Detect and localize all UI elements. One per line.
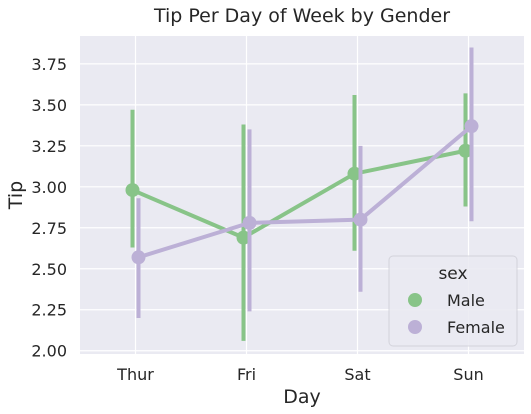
marks [125, 47, 479, 341]
series-male [125, 93, 473, 341]
data-point-female [131, 250, 146, 265]
y-tick-label: 3.75 [31, 55, 67, 74]
legend-marker-female [408, 320, 422, 334]
y-tick-label: 3.50 [31, 96, 67, 115]
legend-title: sex [438, 264, 467, 284]
data-point-male [125, 183, 140, 198]
data-point-female [353, 212, 368, 227]
data-point-female [464, 119, 479, 134]
y-tick-label: 2.25 [31, 301, 67, 320]
legend: sex Male Female [388, 255, 518, 347]
legend-label-female: Female [447, 318, 505, 337]
y-tick-label: 3.00 [31, 178, 67, 197]
grid [80, 36, 524, 354]
y-tick-label: 2.75 [31, 219, 67, 238]
data-point-male [458, 143, 473, 158]
y-tick-label: 2.50 [31, 260, 67, 279]
series-line-male [131, 148, 466, 240]
chart-title: Tip Per Day of Week by Gender [153, 5, 450, 27]
y-axis-label: Tip [5, 181, 27, 210]
y-tick-label: 2.00 [31, 342, 67, 361]
x-tick-label: Thur [116, 365, 154, 384]
x-axis-label: Day [283, 386, 321, 408]
x-axis-ticks: Thur Fri Sat Sun [116, 365, 484, 384]
series-line-female [137, 124, 473, 260]
y-tick-label: 3.25 [31, 137, 67, 156]
data-point-female [242, 215, 257, 230]
y-axis-ticks: 2.00 2.25 2.50 2.75 3.00 3.25 3.50 3.75 [31, 55, 67, 361]
x-tick-label: Fri [237, 365, 256, 384]
x-tick-label: Sun [453, 365, 483, 384]
legend-label-male: Male [447, 291, 485, 310]
series-female [131, 47, 479, 318]
x-tick-label: Sat [344, 365, 370, 384]
legend-marker-male [408, 293, 422, 307]
data-point-male [236, 230, 251, 245]
data-point-male [347, 166, 362, 181]
